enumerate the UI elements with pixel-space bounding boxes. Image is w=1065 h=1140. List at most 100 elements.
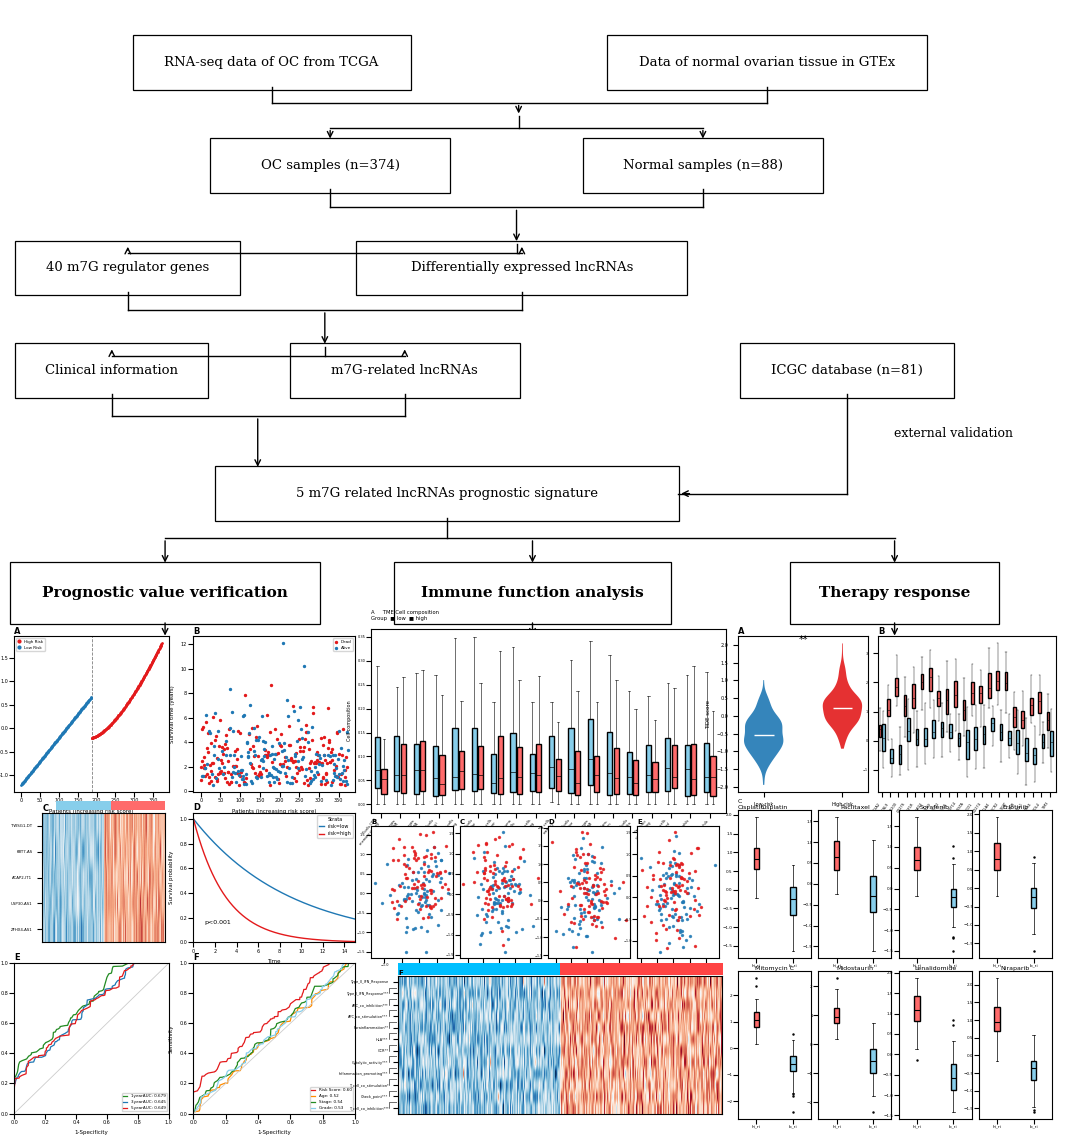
Point <box>125 685 142 703</box>
Point <box>677 930 694 948</box>
Point <box>405 863 422 881</box>
Point <box>397 922 414 940</box>
Alive <box>217 732 234 750</box>
Point <box>95 723 112 741</box>
Point <box>660 935 677 953</box>
3yearAUC: 0.645: (0.00661, 0.2): 0.645: (0.00661, 0.2) <box>9 1076 21 1090</box>
Point <box>423 868 440 886</box>
Dead <box>219 763 236 781</box>
Title: Sorafenib: Sorafenib <box>920 805 950 809</box>
PathPatch shape <box>870 1049 875 1073</box>
Point <box>663 899 681 918</box>
Alive <box>325 764 342 782</box>
Point <box>487 889 504 907</box>
Text: Wilcoxon p=0.0004: Wilcoxon p=0.0004 <box>916 991 954 994</box>
Point <box>73 699 91 717</box>
Point <box>674 861 691 879</box>
Point <box>563 921 580 939</box>
PathPatch shape <box>954 682 957 708</box>
Point <box>476 844 493 862</box>
Point <box>660 906 677 925</box>
Point <box>586 897 603 915</box>
Point <box>439 880 456 898</box>
Point <box>511 848 528 866</box>
PathPatch shape <box>1047 711 1049 730</box>
Point <box>475 862 492 880</box>
Point <box>410 894 427 912</box>
Risk Score: 0.60: (0.309, 0.463): 0.60: (0.309, 0.463) <box>236 1037 249 1051</box>
Y-axis label: Sensitivity: Sensitivity <box>169 1024 174 1052</box>
Point <box>499 929 517 947</box>
Point <box>573 907 590 926</box>
Point <box>112 703 129 722</box>
Point <box>135 668 152 686</box>
Dead <box>327 767 344 785</box>
Point <box>34 749 51 767</box>
Point <box>584 895 601 913</box>
Dead <box>242 755 259 773</box>
Point <box>576 862 593 880</box>
Point <box>577 869 594 887</box>
Point <box>49 731 66 749</box>
Point <box>149 643 166 661</box>
Point <box>70 705 87 723</box>
Age: 0.52: (0.135, 0.157): 0.52: (0.135, 0.157) <box>209 1083 222 1097</box>
Dead <box>320 739 337 757</box>
Alive <box>232 760 249 779</box>
Alive <box>255 751 272 770</box>
Point <box>487 860 504 878</box>
Point <box>489 890 506 909</box>
Alive <box>204 775 222 793</box>
Point <box>86 727 103 746</box>
Age: 0.52: (0.948, 1): 0.52: (0.948, 1) <box>341 956 354 970</box>
PathPatch shape <box>1007 731 1011 744</box>
Dead <box>286 751 304 770</box>
Point <box>99 718 116 736</box>
PathPatch shape <box>940 723 944 738</box>
Alive <box>253 707 271 725</box>
Dead <box>236 774 253 792</box>
Point <box>659 868 676 886</box>
Alive <box>256 740 273 758</box>
Point <box>588 885 605 903</box>
Alive <box>299 723 316 741</box>
Point <box>419 896 436 914</box>
Point <box>99 718 116 736</box>
Point <box>486 830 503 848</box>
Point <box>667 854 684 872</box>
Point <box>667 884 684 902</box>
Point <box>94 723 111 741</box>
Point <box>137 665 154 683</box>
Point <box>413 888 430 906</box>
PathPatch shape <box>995 842 1000 870</box>
Point <box>82 690 99 708</box>
Y-axis label: TIDE score: TIDE score <box>706 700 711 728</box>
Alive <box>222 746 239 764</box>
Dead <box>289 764 306 782</box>
Point <box>35 748 52 766</box>
Dead <box>203 754 220 772</box>
Point <box>583 894 600 912</box>
Dead <box>246 747 263 765</box>
Point <box>568 938 585 956</box>
Point <box>383 880 400 898</box>
Point <box>388 891 405 910</box>
risk=high <box>348 935 361 948</box>
Point <box>39 742 56 760</box>
Point <box>417 896 435 914</box>
Point <box>655 890 672 909</box>
Dead <box>285 770 302 788</box>
Dead <box>202 772 219 790</box>
Point <box>590 877 607 895</box>
Point <box>397 909 414 927</box>
Dead <box>321 733 338 751</box>
Point <box>80 691 97 709</box>
Point <box>552 881 569 899</box>
Point <box>476 861 493 879</box>
Point <box>422 897 439 915</box>
Alive <box>311 756 328 774</box>
Dead <box>193 758 210 776</box>
Alive <box>280 751 297 770</box>
Point <box>654 854 671 872</box>
Dead <box>218 739 235 757</box>
